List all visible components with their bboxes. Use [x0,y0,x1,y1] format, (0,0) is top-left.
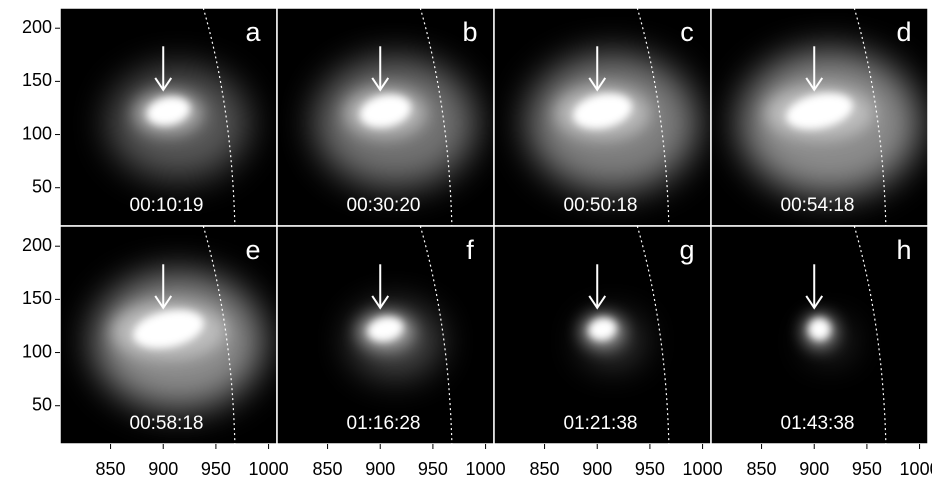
solar-image [108,8,249,226]
core [146,96,191,126]
limb [419,8,453,226]
timestamp: 00:50:18 [564,195,638,216]
arrow-head [371,77,390,92]
x-tick-label: 900 [582,459,612,479]
timestamp: 00:10:19 [130,195,204,216]
arrow-head [371,295,390,310]
core [367,316,404,342]
panel: g 01:21:38 [493,225,712,445]
x-tick-label: 950 [418,459,448,479]
limb [636,226,670,444]
core [786,93,853,130]
limb [853,226,887,444]
solar-image [739,8,920,226]
x-tick-label: 850 [530,459,560,479]
x-tick-label: 1000 [249,459,289,479]
y-tick-label: 200 [22,17,52,37]
timestamp: 01:16:28 [347,413,421,434]
panel-label: e [245,235,260,265]
panel-label: b [462,17,477,47]
x-tick-label: 950 [201,459,231,479]
arrow-head [588,295,607,310]
panel: h 01:43:38 [710,225,929,445]
core [572,93,633,129]
arrow-head [154,295,173,310]
panel-label: d [896,17,911,47]
solar-image [350,226,453,444]
limb [202,8,236,226]
y-tick-label: 50 [32,394,52,414]
solar-image [580,226,670,444]
panel: f 01:16:28 [276,225,495,445]
x-tick-label: 850 [313,459,343,479]
panel-label: f [466,235,474,265]
x-tick-label: 1000 [683,459,723,479]
panel: d 00:54:18 [710,7,929,227]
solar-image [93,226,264,444]
timestamp: 00:30:20 [347,195,421,216]
panel: a 00:10:19 [59,7,278,227]
solar-image [315,8,476,226]
x-tick-label: 1000 [466,459,506,479]
core [808,318,831,341]
y-tick-label: 100 [22,123,52,143]
timestamp: 01:43:38 [781,413,855,434]
core [133,310,204,349]
panel-label: c [680,17,694,47]
y-tick-label: 150 [22,70,52,90]
x-tick-label: 900 [799,459,829,479]
y-tick-label: 150 [22,288,52,308]
x-tick-label: 950 [852,459,882,479]
solar-image [801,226,887,444]
limb [636,8,670,226]
x-tick-label: 950 [635,459,665,479]
limb [202,226,236,444]
panel-label: h [896,235,911,265]
arrow-head [154,77,173,92]
arrow-head [805,77,824,92]
panel-label: g [679,235,694,265]
x-tick-label: 850 [747,459,777,479]
panel: e 00:58:18 [59,225,278,445]
core [359,94,412,128]
x-tick-label: 1000 [900,459,932,479]
limb [419,226,453,444]
core [588,318,617,341]
timestamp: 00:58:18 [130,413,204,434]
arrow-head [805,295,824,310]
y-tick-label: 100 [22,341,52,361]
limb [853,8,887,226]
solar-image [527,8,698,226]
panel-border [710,225,929,445]
timestamp: 01:21:38 [564,413,638,434]
y-tick-label: 50 [32,176,52,196]
panel-label: a [245,17,261,47]
panel: c 00:50:18 [493,7,712,227]
arrow-head [588,77,607,92]
timestamp: 00:54:18 [781,195,855,216]
x-tick-label: 900 [365,459,395,479]
x-tick-label: 850 [96,459,126,479]
x-tick-label: 900 [148,459,178,479]
panel: b 00:30:20 [276,7,495,227]
y-tick-label: 200 [22,235,52,255]
